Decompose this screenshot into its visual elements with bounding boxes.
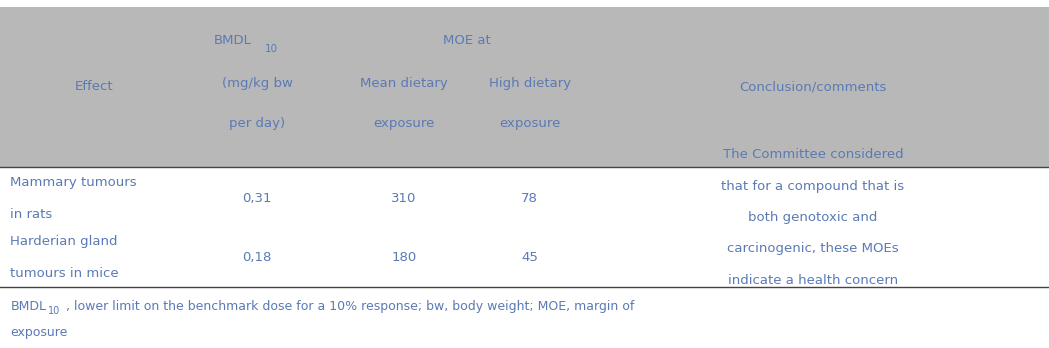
Text: 0,31: 0,31 xyxy=(242,192,272,205)
Text: Effect: Effect xyxy=(76,80,113,94)
Text: exposure: exposure xyxy=(499,117,560,130)
Text: Conclusion/comments: Conclusion/comments xyxy=(740,80,886,94)
Text: carcinogenic, these MOEs: carcinogenic, these MOEs xyxy=(727,242,899,255)
Text: Mammary tumours: Mammary tumours xyxy=(10,176,137,189)
Text: MOE at: MOE at xyxy=(443,33,491,47)
Text: exposure: exposure xyxy=(373,117,434,130)
Text: 180: 180 xyxy=(391,251,416,264)
Text: 10: 10 xyxy=(264,44,278,54)
Text: tumours in mice: tumours in mice xyxy=(10,267,120,280)
Text: 310: 310 xyxy=(391,192,416,205)
Text: 78: 78 xyxy=(521,192,538,205)
Text: that for a compound that is: that for a compound that is xyxy=(722,180,904,193)
Text: , lower limit on the benchmark dose for a 10% response; bw, body weight; MOE, ma: , lower limit on the benchmark dose for … xyxy=(66,300,635,314)
Text: indicate a health concern: indicate a health concern xyxy=(728,274,898,287)
Text: (mg/kg bw: (mg/kg bw xyxy=(221,77,293,90)
Text: Mean dietary: Mean dietary xyxy=(360,77,448,90)
Text: per day): per day) xyxy=(229,117,285,130)
Text: 10: 10 xyxy=(48,307,61,316)
Text: High dietary: High dietary xyxy=(489,77,571,90)
Text: both genotoxic and: both genotoxic and xyxy=(748,211,878,224)
Bar xyxy=(0,7,1049,167)
Text: BMDL: BMDL xyxy=(10,300,46,314)
Text: in rats: in rats xyxy=(10,207,52,221)
Text: exposure: exposure xyxy=(10,326,68,339)
Text: Harderian gland: Harderian gland xyxy=(10,235,117,248)
Text: 0,18: 0,18 xyxy=(242,251,272,264)
Text: 45: 45 xyxy=(521,251,538,264)
Text: The Committee considered: The Committee considered xyxy=(723,148,903,161)
Text: BMDL: BMDL xyxy=(214,33,252,47)
